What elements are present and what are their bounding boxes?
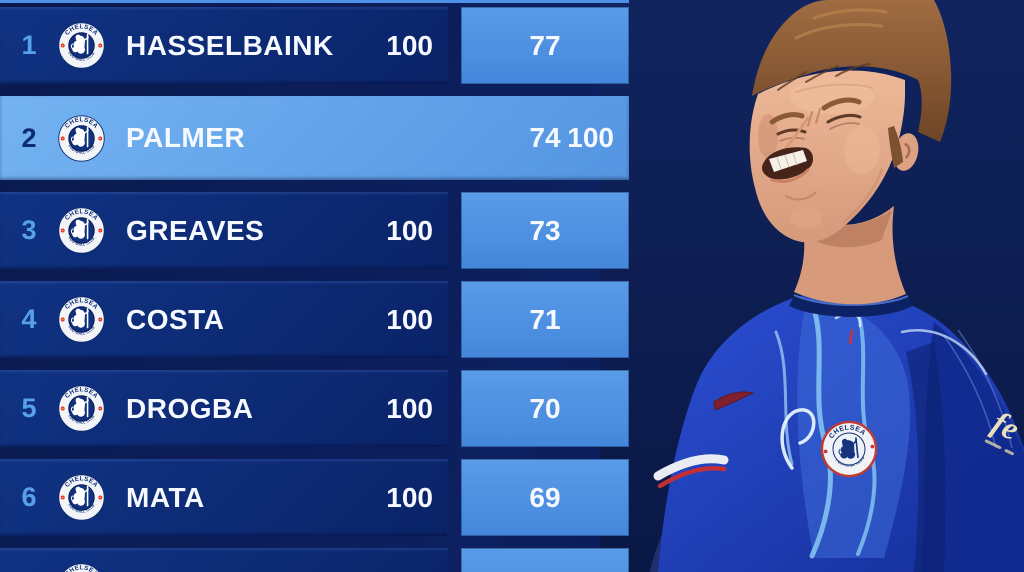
rank-number: 6 [21, 482, 37, 512]
player-bar [0, 548, 448, 572]
leaderboard-row: 3 GREAVES 100 73 [0, 192, 629, 269]
arm-shadow [906, 342, 946, 572]
sleeve-cuff-stripes [653, 454, 729, 489]
score-number: 74 [529, 122, 561, 153]
chelsea-crest-icon [58, 296, 105, 343]
chelsea-crest-icon [58, 22, 105, 69]
score-number: 69 [529, 481, 561, 513]
player-name: PALMER [126, 122, 246, 153]
score-cell: 71 [461, 281, 629, 358]
value-number: 100 [386, 392, 433, 424]
rank-number: 1 [21, 30, 37, 60]
player-left-arm [922, 322, 1024, 572]
leaderboard-row-partial [0, 548, 629, 572]
player-name: GREAVES [126, 214, 265, 246]
leaderboard-table: 1 HASSELBAINK 100 77 2 PALMER 100 74 3 G… [0, 7, 629, 572]
score-number: 77 [529, 29, 561, 61]
player-name: COSTA [126, 303, 225, 335]
leaderboard-row: 5 DROGBA 100 70 [0, 370, 629, 447]
collar-red-tab [848, 329, 854, 345]
player-name: MATA [126, 481, 205, 513]
hair-strands [777, 8, 888, 91]
value-number: 100 [386, 214, 433, 246]
top-row-sliver [0, 0, 629, 3]
leaderboard-row: 2 PALMER 100 74 [0, 96, 629, 180]
jersey-collar [789, 294, 914, 317]
player-photo: CHELSEA FOOTBALL CLUB fe [600, 0, 1024, 572]
leaderboard-row: 4 COSTA 100 71 [0, 281, 629, 358]
score-cell: 69 [461, 459, 629, 536]
rank-number: 3 [21, 215, 37, 245]
score-cell: 73 [461, 192, 629, 269]
player-name: DROGBA [126, 392, 254, 424]
collar-trim [793, 294, 909, 306]
player-bar: 2 PALMER 100 [0, 96, 629, 180]
chelsea-crest-icon [58, 474, 105, 521]
cheek-shadow [758, 114, 778, 158]
score-cell: 74 [461, 96, 629, 180]
nike-swoosh-icon [713, 391, 755, 411]
score-number: 73 [529, 214, 561, 246]
chelsea-crest-icon [58, 115, 105, 162]
forehead-highlight [790, 78, 874, 114]
chelsea-crest-icon [58, 207, 105, 254]
leaderboard-row: 1 HASSELBAINK 100 77 [0, 7, 629, 84]
score-number: 71 [529, 303, 561, 335]
sideburn [888, 126, 903, 168]
chelsea-crest-badge: CHELSEA FOOTBALL CLUB [820, 420, 878, 478]
score-number: 70 [529, 392, 561, 424]
value-number: 100 [567, 122, 614, 153]
rank-number: 5 [21, 393, 37, 423]
grimace-mouth [762, 147, 814, 184]
value-number: 100 [386, 29, 433, 61]
leaderboard-row: 6 MATA 100 69 [0, 459, 629, 536]
chelsea-crest-icon [58, 563, 105, 572]
player-bar: 3 GREAVES 100 [0, 192, 448, 269]
chin [790, 207, 822, 229]
chelsea-crest-icon [58, 385, 105, 432]
value-number: 100 [386, 481, 433, 513]
player-bar: 6 MATA 100 [0, 459, 448, 536]
player-bar: 1 HASSELBAINK 100 [0, 7, 448, 84]
score-cell [461, 548, 629, 572]
player-bar: 4 COSTA 100 [0, 281, 448, 358]
player-bar: 5 DROGBA 100 [0, 370, 448, 447]
score-cell: 77 [461, 7, 629, 84]
score-cell: 70 [461, 370, 629, 447]
rank-number: 2 [21, 122, 37, 153]
player-name: HASSELBAINK [126, 29, 334, 61]
sleeve-seams [943, 329, 1013, 449]
rank-number: 4 [21, 304, 37, 334]
cheek-highlight [844, 126, 880, 174]
value-number: 100 [386, 303, 433, 335]
